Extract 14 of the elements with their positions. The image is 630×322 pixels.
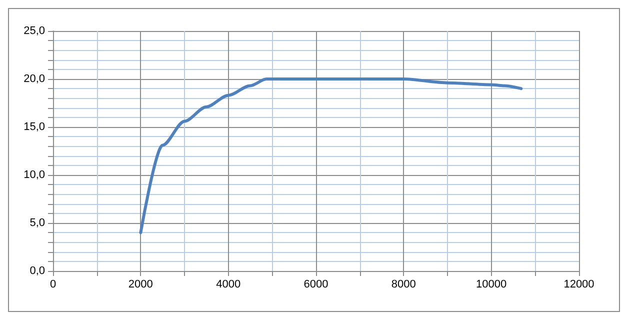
x-tick-label: 4000 xyxy=(216,278,241,290)
x-tick-label: 0 xyxy=(50,278,56,290)
x-tick-label: 6000 xyxy=(304,278,328,290)
y-tick-label: 5,0 xyxy=(30,217,45,229)
x-tick-label: 8000 xyxy=(391,278,416,290)
y-tick-label: 10,0 xyxy=(24,169,45,181)
x-tick-label: 12000 xyxy=(564,278,594,290)
y-tick-label: 0,0 xyxy=(30,265,45,277)
x-tick-label: 10000 xyxy=(476,278,507,290)
y-tick-label: 20,0 xyxy=(24,73,45,85)
y-tick-label: 15,0 xyxy=(24,121,45,133)
x-tick-label: 2000 xyxy=(128,278,153,290)
y-tick-label: 25,0 xyxy=(24,25,45,37)
line-series xyxy=(139,78,523,234)
